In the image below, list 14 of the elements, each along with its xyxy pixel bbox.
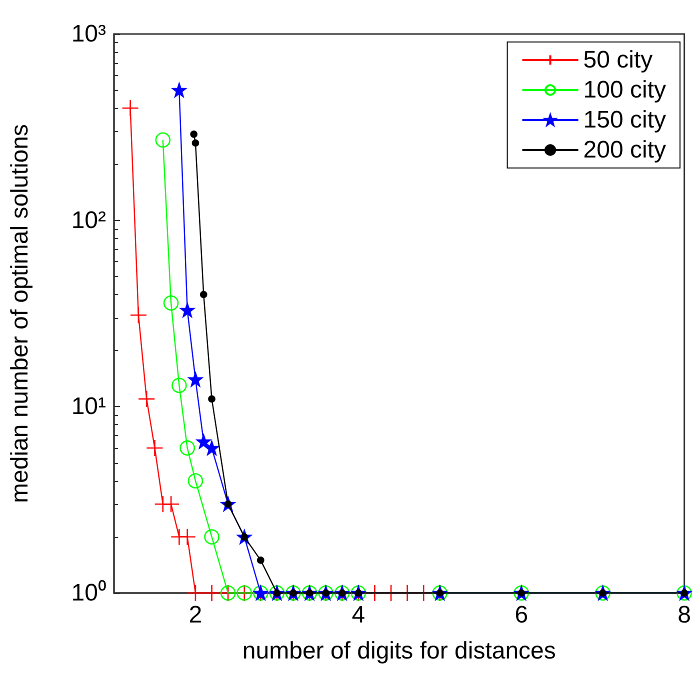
y-tick-label: 10² xyxy=(71,206,106,234)
y-tick-label: 10¹ xyxy=(71,393,106,420)
legend-label: 50 city xyxy=(583,46,653,74)
y-tick-label: 10⁰ xyxy=(71,580,106,606)
x-axis-title: number of digits for distances xyxy=(242,638,556,664)
legend-label: 150 city xyxy=(583,106,666,134)
x-tick-label: 8 xyxy=(678,602,692,628)
x-tick-label: 2 xyxy=(188,602,202,628)
x-tick-label: 4 xyxy=(352,602,366,628)
y-tick-label: 10³ xyxy=(71,20,106,48)
legend-label: 100 city xyxy=(583,76,666,104)
x-tick-label: 6 xyxy=(514,602,528,628)
y-axis-title: median number of optimal solutions xyxy=(6,124,34,503)
legend-label: 200 city xyxy=(583,136,666,164)
